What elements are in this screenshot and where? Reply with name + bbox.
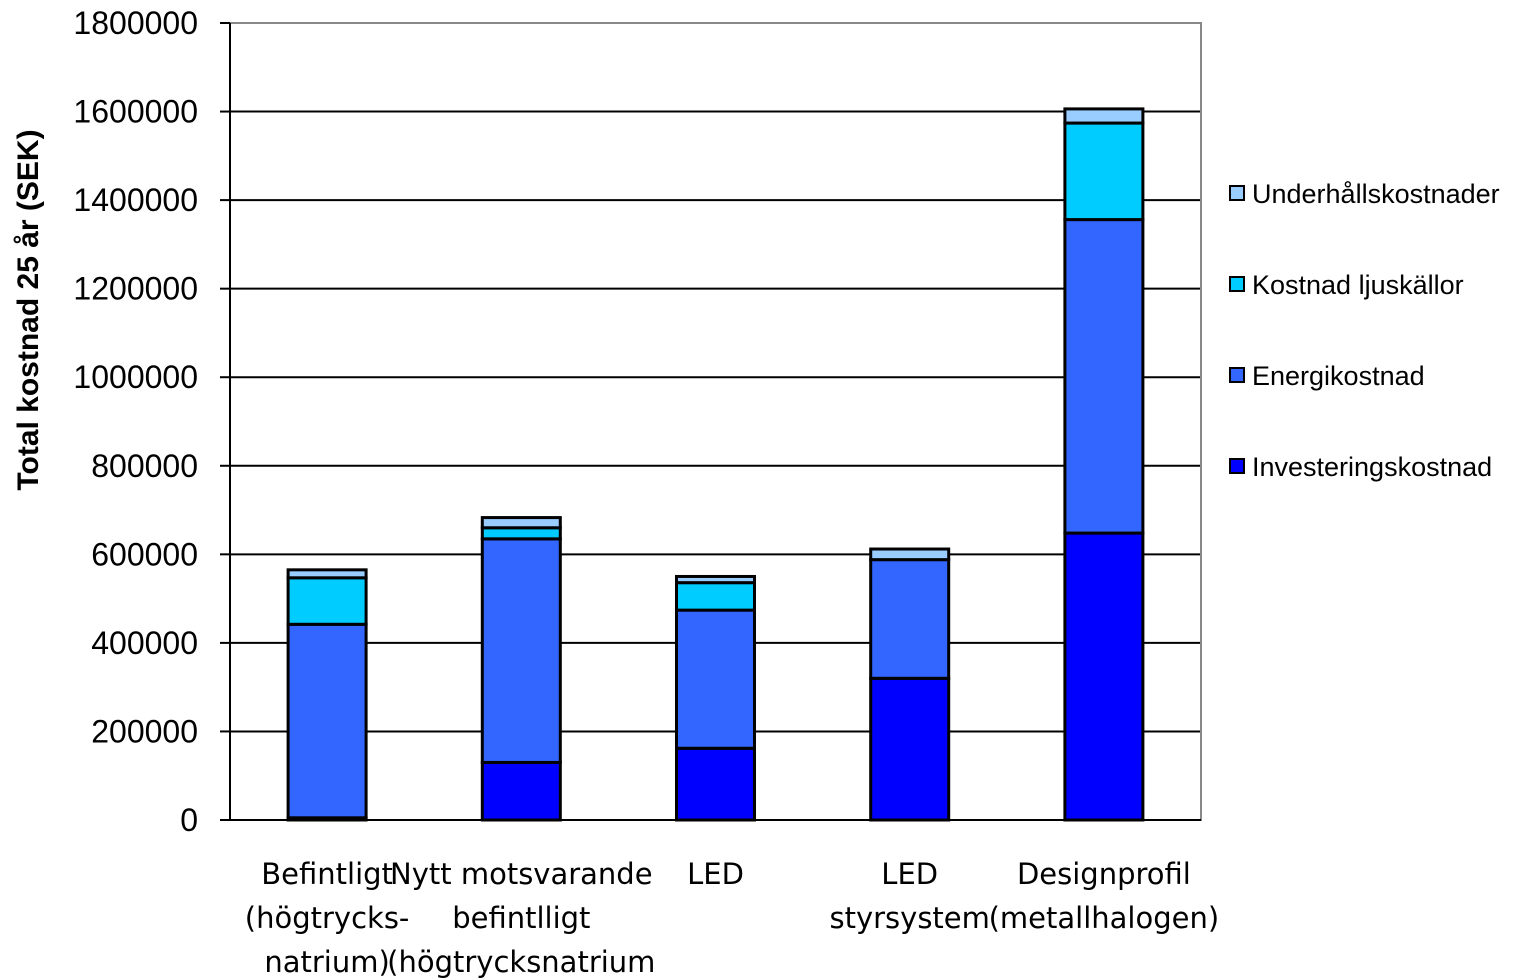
x-tick-label: Befintligt (högtrycks-natrium) xyxy=(245,857,410,979)
bar-segment xyxy=(286,576,368,626)
y-tick-label: 400000 xyxy=(91,625,198,661)
y-tick-label: 1800000 xyxy=(73,5,198,41)
bar-segment xyxy=(480,526,562,541)
x-tick-label-line: styrsystem xyxy=(829,901,989,935)
legend-entry: Investeringskostnad xyxy=(1252,452,1492,482)
x-tick-label-line: LED xyxy=(881,857,938,891)
x-tick-label-line: LED xyxy=(687,857,744,891)
y-tick-label: 1600000 xyxy=(73,94,198,130)
bar-segment xyxy=(1063,531,1145,822)
y-tick-label: 600000 xyxy=(91,536,198,572)
y-axis-label: Total kostnad 25 år (SEK) xyxy=(12,129,45,490)
bars xyxy=(286,107,1145,822)
bar-segment xyxy=(1063,218,1145,535)
x-tick-label: LED styrsystem xyxy=(829,857,989,935)
bar-segment xyxy=(869,547,951,562)
x-tick-label-line: befintlligt xyxy=(452,901,590,935)
legend: Underhållskostnader Kostnad ljuskällor Ene… xyxy=(1229,179,1500,482)
bar-segment xyxy=(869,558,951,680)
bar-segment xyxy=(480,537,562,764)
legend-swatch xyxy=(1229,367,1245,383)
bar-segment xyxy=(869,676,951,822)
y-tick-label: 1400000 xyxy=(73,182,198,218)
legend-swatch xyxy=(1229,276,1245,292)
x-axis-categories: Befintligt (högtrycks-natrium)Nytt motsva… xyxy=(245,857,1219,979)
x-tick-label: Nytt motsvarande befintlligt (högtrycksnat… xyxy=(387,857,655,979)
y-tick-label: 0 xyxy=(180,802,198,838)
x-tick-label: LED xyxy=(687,857,744,891)
legend-entry: Energikostnad xyxy=(1252,361,1425,391)
y-tick-label: 200000 xyxy=(91,713,198,749)
x-tick-label: Designprofil (metallhalogen) xyxy=(989,857,1220,935)
legend-entry: Kostnad ljuskällor xyxy=(1252,270,1464,300)
y-tick-label: 1000000 xyxy=(73,359,198,395)
x-tick-label-line: natrium) xyxy=(264,945,389,979)
y-axis-ticks: 0 200000 400000 600000 800000 1000000 1200000 1… xyxy=(73,5,230,838)
x-tick-label-line: Nytt motsvarande xyxy=(390,857,653,891)
bar-segment xyxy=(480,516,562,530)
legend-swatch xyxy=(1229,458,1245,474)
bar-segment xyxy=(675,608,756,750)
bar-segment xyxy=(1063,107,1145,125)
bar-segment xyxy=(286,568,368,580)
x-tick-label-line: (högtrycks- xyxy=(245,901,410,935)
x-tick-label-line: (metallhalogen) xyxy=(989,901,1220,935)
legend-entry: Underhållskostnader xyxy=(1252,179,1500,209)
y-tick-label: 800000 xyxy=(91,448,198,484)
bar-segment xyxy=(675,574,756,585)
bar-segment xyxy=(480,760,562,822)
bar-segment xyxy=(286,622,368,820)
y-tick-label: 1200000 xyxy=(73,271,198,307)
legend-swatch xyxy=(1229,185,1245,201)
x-tick-label-line: (högtrycksnatrium xyxy=(387,945,655,979)
x-tick-label-line: Befintligt xyxy=(261,857,393,891)
x-tick-label-line: Designprofil xyxy=(1017,857,1191,891)
bar-segment xyxy=(675,746,756,822)
bar-segment xyxy=(675,581,756,612)
bar-segment xyxy=(1063,121,1145,222)
